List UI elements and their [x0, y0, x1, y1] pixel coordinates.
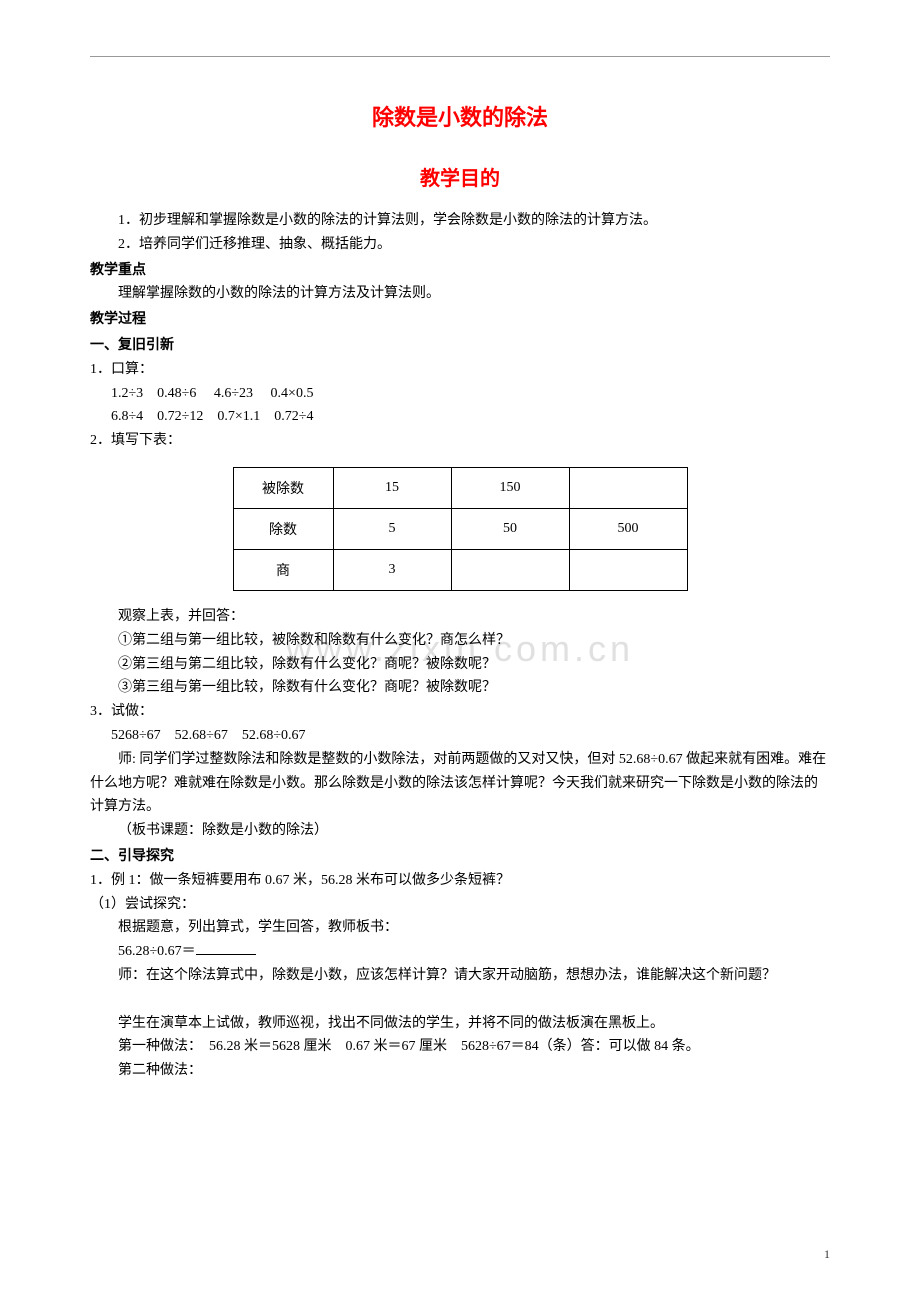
blank-underline: [196, 954, 256, 955]
section-2-heading: 二、引导探究: [90, 845, 830, 869]
table-cell: 3: [333, 549, 451, 590]
fill-table: 被除数 15 150 除数 5 50 500 商 3: [233, 467, 688, 591]
process-heading: 教学过程: [90, 308, 830, 332]
item-3-label: 3．试做：: [90, 700, 830, 724]
table-cell: 商: [233, 549, 333, 590]
student-text: 学生在演草本上试做，教师巡视，找出不同做法的学生，并将不同的做法板演在黑板上。: [90, 1012, 830, 1036]
table-cell: 5: [333, 508, 451, 549]
teacher-text-2: 师：在这个除法算式中，除数是小数，应该怎样计算？请大家开动脑筋，想想办法，谁能解…: [90, 964, 830, 988]
table-row: 被除数 15 150: [233, 467, 687, 508]
table-cell: 除数: [233, 508, 333, 549]
document-title: 除数是小数的除法: [90, 100, 830, 132]
example-1-label: 1．例 1：做一条短裤要用布 0.67 米，56.28 米布可以做多少条短裤？: [90, 869, 830, 893]
board-note: （板书课题：除数是小数的除法）: [90, 819, 830, 843]
table-cell: 15: [333, 467, 451, 508]
teacher-text-1: 师: 同学们学过整数除法和除数是整数的小数除法，对前两题做的又对又快，但对 52…: [90, 748, 830, 819]
objective-2: 2．培养同学们迁移推理、抽象、概括能力。: [90, 233, 830, 257]
document-subtitle: 教学目的: [90, 162, 830, 191]
try-text-1: 根据题意，列出算式，学生回答，教师板书：: [90, 916, 830, 940]
table-cell: [451, 549, 569, 590]
equation-text: 56.28÷0.67＝: [118, 944, 196, 959]
table-row: 商 3: [233, 549, 687, 590]
key-point-heading: 教学重点: [90, 259, 830, 283]
table-row: 除数 5 50 500: [233, 508, 687, 549]
item-3-line-1: 5268÷67 52.68÷67 52.68÷0.67: [90, 724, 830, 748]
table-cell: 150: [451, 467, 569, 508]
top-horizontal-rule: [90, 56, 830, 57]
question-3: ③第三组与第一组比较，除数有什么变化？商呢？被除数呢？: [90, 676, 830, 700]
table-cell: 500: [569, 508, 687, 549]
table-cell: [569, 549, 687, 590]
question-2: ②第三组与第二组比较，除数有什么变化？商呢？被除数呢？: [90, 653, 830, 677]
try-label: （1）尝试探究：: [90, 893, 830, 917]
section-1-heading: 一、复旧引新: [90, 334, 830, 358]
observe-label: 观察上表，并回答：: [90, 605, 830, 629]
table-cell: 50: [451, 508, 569, 549]
item-1-label: 1．口算：: [90, 358, 830, 382]
method-2: 第二种做法：: [90, 1059, 830, 1083]
item-1-line-1: 1.2÷3 0.48÷6 4.6÷23 0.4×0.5: [90, 382, 830, 406]
fill-table-container: 被除数 15 150 除数 5 50 500 商 3: [90, 467, 830, 591]
key-point-text: 理解掌握除数的小数的除法的计算方法及计算法则。: [90, 282, 830, 306]
page-number: 1: [824, 1247, 830, 1262]
table-cell: [569, 467, 687, 508]
table-cell: 被除数: [233, 467, 333, 508]
method-1: 第一种做法： 56.28 米＝5628 厘米 0.67 米＝67 厘米 5628…: [90, 1035, 830, 1059]
question-1: ①第二组与第一组比较，被除数和除数有什么变化？商怎么样？: [90, 629, 830, 653]
item-1-line-2: 6.8÷4 0.72÷12 0.7×1.1 0.72÷4: [90, 405, 830, 429]
equation-line: 56.28÷0.67＝: [90, 940, 830, 964]
objective-1: 1．初步理解和掌握除数是小数的除法的计算法则，学会除数是小数的除法的计算方法。: [90, 209, 830, 233]
item-2-label: 2．填写下表：: [90, 429, 830, 453]
